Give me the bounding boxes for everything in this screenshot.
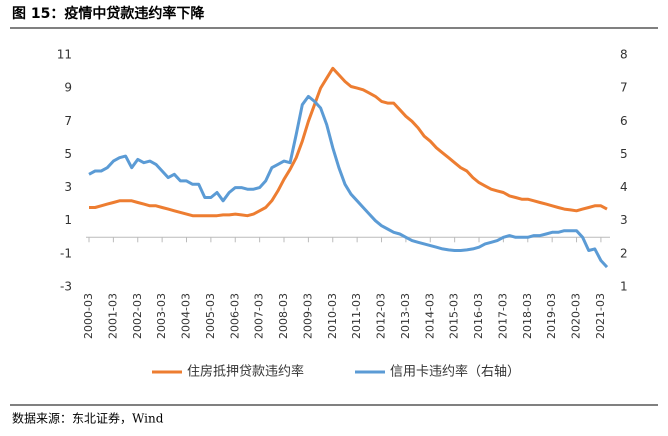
x-tick-label: 2000-03: [82, 293, 95, 339]
y2-tick-label: 6: [620, 114, 628, 128]
y2-tick-label: 2: [620, 246, 628, 260]
x-tick-label: 2015-03: [448, 293, 461, 339]
x-tick-label: 2021-03: [594, 293, 607, 339]
x-tick-label: 2007-03: [253, 293, 266, 339]
y2-tick-label: 8: [620, 48, 628, 62]
x-tick-label: 2005-03: [204, 293, 217, 339]
y2-tick-label: 3: [620, 213, 628, 227]
x-tick-label: 2011-03: [350, 293, 363, 339]
y-tick-label: 5: [64, 147, 72, 161]
y-tick-label: 1: [64, 213, 72, 227]
legend-label: 信用卡违约率（右轴）: [390, 364, 520, 380]
x-tick-label: 2009-03: [301, 293, 314, 339]
x-tick-label: 2019-03: [545, 293, 558, 339]
x-tick-label: 2020-03: [570, 293, 583, 339]
x-tick-label: 2001-03: [106, 293, 119, 339]
x-tick-label: 2014-03: [423, 293, 436, 339]
y-tick-label: 9: [64, 81, 72, 95]
x-tick-label: 2016-03: [472, 293, 485, 339]
source: 数据来源：东北证券，Wind: [12, 411, 164, 426]
x-tick-label: 2010-03: [326, 293, 339, 339]
y2-tick-label: 1: [620, 280, 628, 294]
x-tick-label: 2013-03: [399, 293, 412, 339]
legend-label: 住房抵押贷款违约率: [187, 364, 304, 380]
x-tick-label: 2017-03: [496, 293, 509, 339]
series-line: [89, 66, 608, 218]
series-line: [88, 94, 609, 269]
x-tick-label: 2002-03: [131, 293, 144, 339]
x-tick-label: 2008-03: [277, 293, 290, 339]
x-tick-label: 2006-03: [228, 293, 241, 339]
x-tick-label: 2018-03: [521, 293, 534, 339]
y-tick-label: -3: [60, 280, 72, 294]
x-tick-label: 2003-03: [155, 293, 168, 339]
x-tick-label: 2004-03: [180, 293, 193, 339]
y-tick-label: 11: [57, 48, 72, 62]
x-tick-label: 2012-03: [375, 293, 388, 339]
y2-tick-label: 4: [620, 180, 628, 194]
chart-title: 图 15：疫情中贷款违约率下降: [12, 5, 205, 22]
y2-tick-label: 7: [620, 81, 628, 95]
y-tick-label: -1: [60, 246, 72, 260]
y-tick-label: 3: [64, 180, 72, 194]
y-tick-label: 7: [64, 114, 72, 128]
y2-tick-label: 5: [620, 147, 628, 161]
